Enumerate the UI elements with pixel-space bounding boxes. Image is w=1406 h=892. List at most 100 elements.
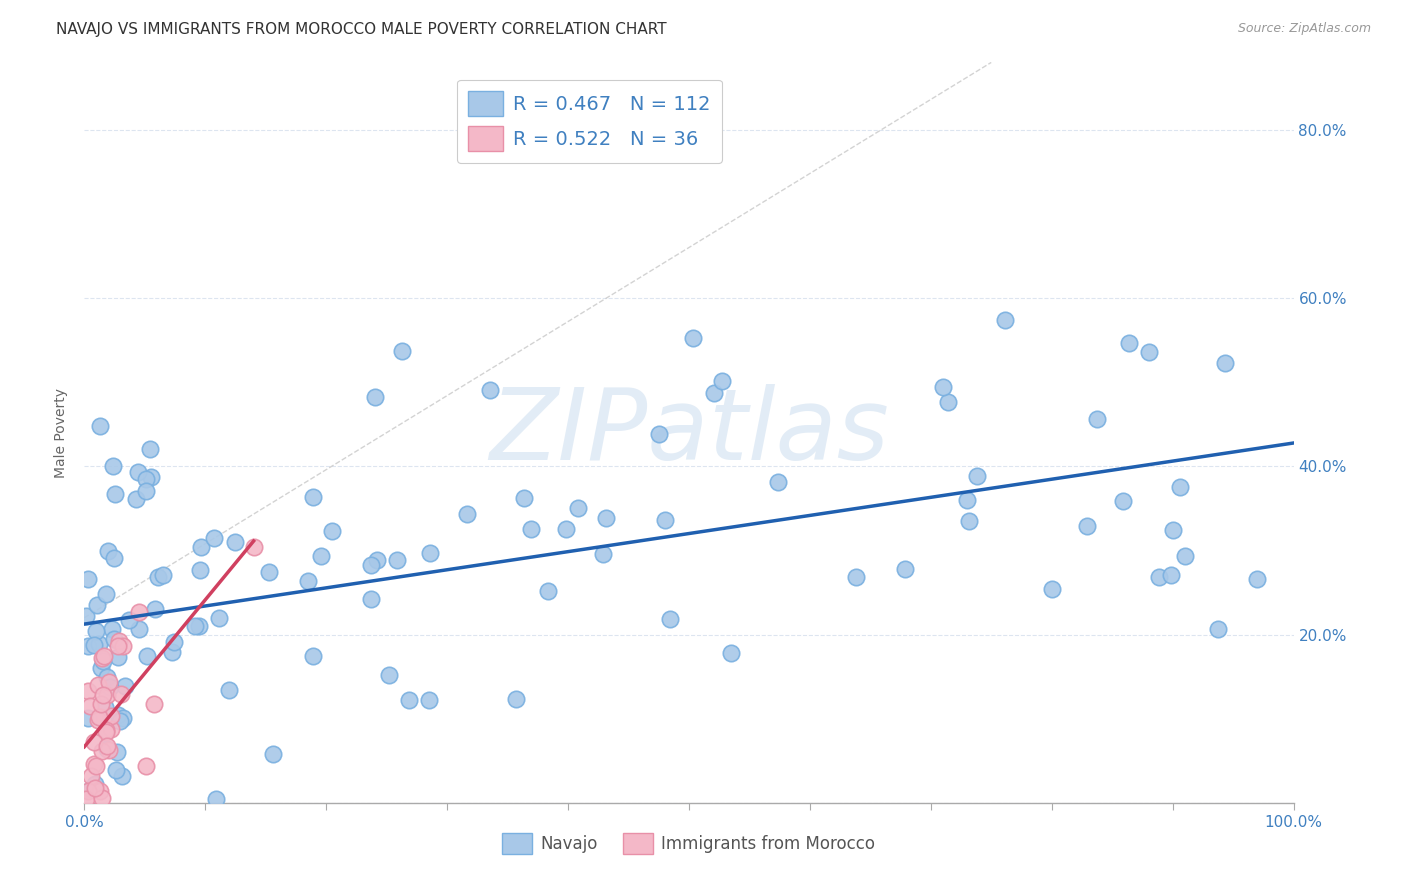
Point [1076, 519, 1098, 533]
Point [1085, 412, 1108, 426]
Point [1161, 523, 1184, 537]
Point [90, 661, 112, 675]
Point [135, 759, 157, 773]
Point [385, 552, 408, 566]
Point [152, 567, 174, 582]
Point [648, 427, 671, 442]
Point [302, 649, 325, 664]
Point [87, 677, 110, 691]
Point [91, 688, 114, 702]
Point [202, 531, 225, 545]
Point [360, 591, 382, 606]
Point [1160, 567, 1182, 582]
Point [96, 544, 118, 558]
Point [720, 646, 742, 660]
Point [311, 549, 333, 563]
Point [143, 601, 166, 615]
Point [520, 522, 543, 536]
Point [108, 714, 131, 728]
Point [242, 541, 264, 555]
Point [86, 598, 108, 612]
Point [190, 564, 212, 578]
Point [125, 491, 148, 506]
Point [419, 545, 441, 559]
Point [479, 383, 502, 397]
Point [96, 587, 118, 601]
Point [505, 692, 527, 706]
Point [87, 710, 110, 724]
Point [135, 649, 157, 664]
Point [1137, 344, 1160, 359]
Point [98, 680, 121, 694]
Point [1215, 356, 1237, 370]
Point [89, 783, 111, 797]
Point [1208, 622, 1230, 636]
Point [143, 697, 166, 711]
Point [366, 552, 388, 566]
Point [956, 492, 979, 507]
Point [75, 791, 97, 805]
Point [96, 724, 118, 739]
Point [83, 638, 105, 652]
Point [89, 419, 111, 434]
Point [894, 562, 917, 576]
Point [111, 769, 134, 783]
Point [205, 791, 228, 805]
Point [104, 487, 127, 501]
Point [114, 679, 136, 693]
Legend: Navajo, Immigrants from Morocco: Navajo, Immigrants from Morocco [496, 826, 882, 861]
Point [418, 693, 440, 707]
Point [77, 711, 100, 725]
Point [77, 639, 100, 653]
Point [79, 769, 101, 783]
Point [127, 466, 149, 480]
Point [845, 570, 868, 584]
Point [96, 739, 118, 754]
Text: ZIPatlas: ZIPatlas [489, 384, 889, 481]
Point [936, 394, 959, 409]
Point [190, 541, 212, 555]
Point [1040, 582, 1063, 596]
Point [100, 709, 122, 723]
Point [110, 687, 132, 701]
Point [83, 780, 105, 795]
Point [567, 500, 589, 515]
Point [218, 682, 240, 697]
Point [138, 442, 160, 457]
Point [592, 548, 614, 562]
Point [162, 645, 184, 659]
Point [90, 697, 112, 711]
Point [75, 609, 97, 624]
Point [595, 510, 617, 524]
Point [83, 756, 105, 771]
Point [555, 522, 578, 536]
Point [257, 565, 280, 579]
Point [107, 707, 129, 722]
Point [957, 514, 980, 528]
Point [76, 572, 98, 586]
Point [79, 699, 101, 714]
Point [96, 670, 118, 684]
Point [128, 605, 150, 619]
Point [98, 674, 121, 689]
Point [89, 637, 111, 651]
Point [456, 507, 478, 521]
Point [146, 570, 169, 584]
Point [360, 558, 382, 573]
Point [702, 386, 724, 401]
Point [932, 380, 955, 394]
Point [398, 693, 420, 707]
Point [262, 747, 284, 761]
Point [84, 759, 107, 773]
Point [96, 742, 118, 756]
Point [135, 472, 157, 486]
Point [89, 709, 111, 723]
Point [84, 624, 107, 639]
Point [512, 491, 534, 505]
Point [103, 551, 125, 566]
Point [682, 331, 704, 345]
Point [91, 744, 114, 758]
Point [224, 535, 246, 549]
Point [108, 634, 131, 648]
Point [90, 651, 112, 665]
